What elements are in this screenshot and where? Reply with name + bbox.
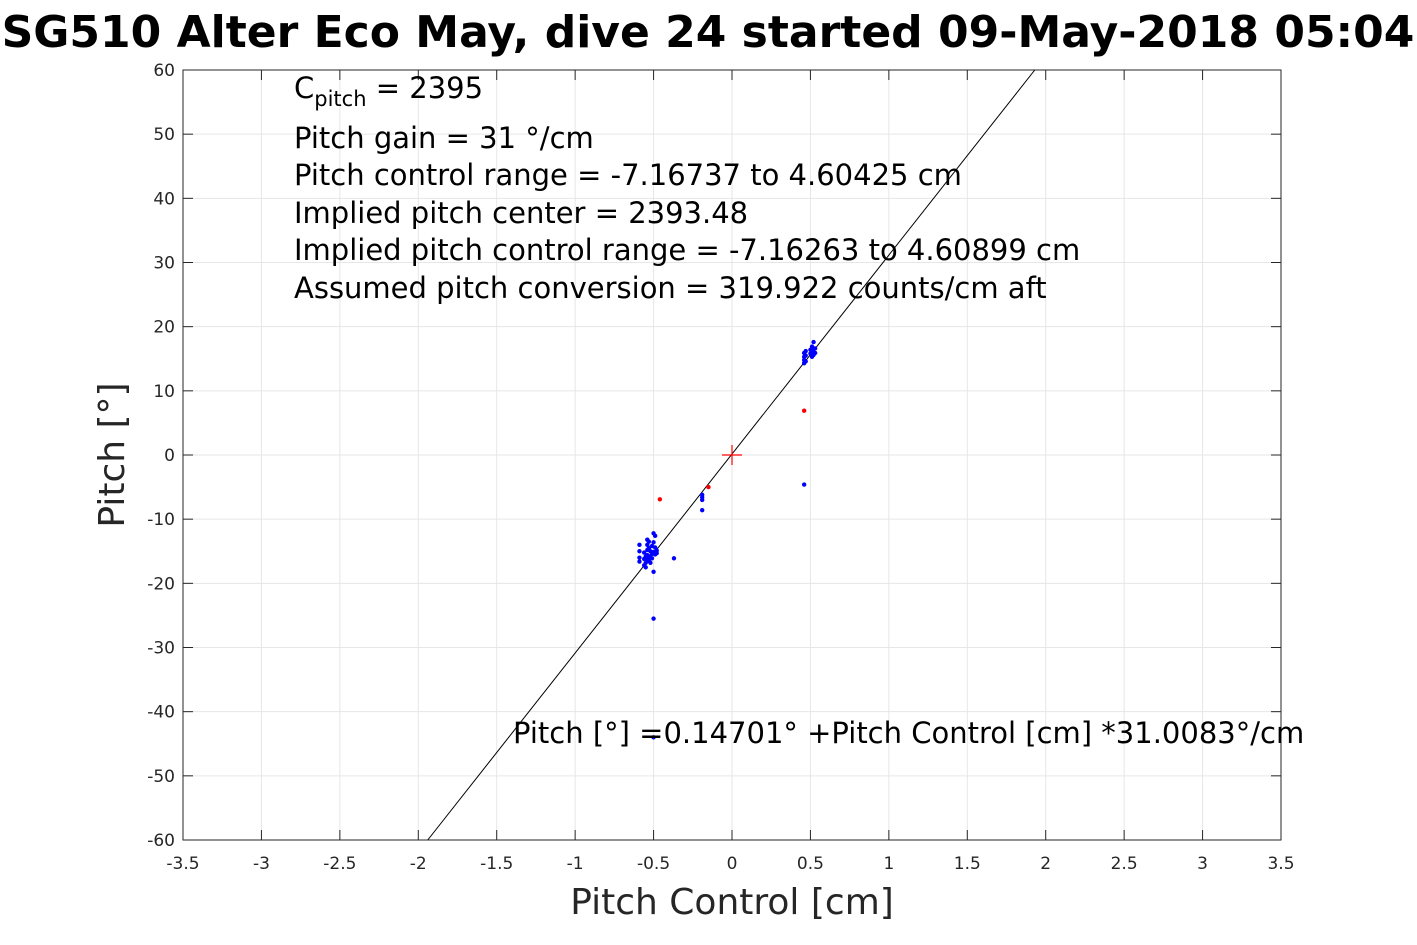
data-point xyxy=(648,560,653,565)
y-tick-label: -20 xyxy=(147,574,175,594)
annotation-cpitch-sub: pitch xyxy=(314,87,366,111)
x-tick-label: -1.5 xyxy=(480,854,513,874)
y-axis: -60 -50 -40 -30 -20 -10 0 10 20 30 40 50 60 xyxy=(147,61,1281,851)
fit-equation-label: Pitch [°] =0.14701° +Pitch Control [cm] … xyxy=(513,716,1304,750)
data-point xyxy=(637,559,642,564)
y-tick-label: -40 xyxy=(147,703,175,723)
x-tick-label: -0.5 xyxy=(637,854,670,874)
data-point xyxy=(637,555,642,560)
annotation-cpitch-value: = 2395 xyxy=(367,71,484,105)
annotation-line: Pitch control range = -7.16737 to 4.6042… xyxy=(294,158,962,192)
x-tick-label: -2 xyxy=(410,854,427,874)
y-tick-label: -10 xyxy=(147,510,175,530)
data-point xyxy=(699,507,705,513)
y-axis-label: Pitch [°] xyxy=(92,382,133,527)
data-point xyxy=(654,550,659,556)
data-point xyxy=(651,569,656,574)
data-point xyxy=(651,616,656,621)
y-tick-label: -50 xyxy=(147,767,175,787)
annotation-line: Implied pitch control range = -7.16263 t… xyxy=(294,233,1080,267)
annotation-cpitch: Cpitch = 2395 xyxy=(294,71,483,111)
data-point xyxy=(657,497,663,502)
x-tick-label: 0 xyxy=(727,854,738,874)
data-point xyxy=(803,348,808,354)
x-tick-label: -3 xyxy=(253,854,270,874)
grid xyxy=(182,69,1282,841)
x-tick-label: 2.5 xyxy=(1111,854,1138,874)
data-point xyxy=(641,550,647,555)
data-point xyxy=(643,565,648,570)
y-tick-label: 20 xyxy=(153,318,175,338)
data-point xyxy=(801,408,807,413)
y-tick-label: 10 xyxy=(153,382,175,402)
chart-title: SG510 Alter Eco May, dive 24 started 09-… xyxy=(2,7,1415,58)
x-tick-label: -2.5 xyxy=(323,854,356,874)
data-point xyxy=(646,539,652,544)
data-point xyxy=(651,540,656,545)
data-point xyxy=(803,353,808,358)
data-point xyxy=(649,556,655,561)
y-tick-label: 40 xyxy=(153,189,175,209)
data-point xyxy=(652,533,658,539)
annotation-line: Implied pitch center = 2393.48 xyxy=(294,196,748,230)
data-point xyxy=(699,497,705,503)
y-tick-label: 0 xyxy=(164,446,175,466)
x-tick-label: 3 xyxy=(1197,854,1208,874)
annotation-block: Cpitch = 2395 Pitch gain = 31 °/cm Pitch… xyxy=(294,71,1304,750)
annotation-cpitch-base: C xyxy=(294,71,314,105)
data-point xyxy=(812,346,818,351)
y-tick-label: -30 xyxy=(147,639,175,659)
y-tick-label: 50 xyxy=(153,125,175,145)
x-tick-label: 0.5 xyxy=(797,854,824,874)
data-point xyxy=(812,350,818,356)
data-point xyxy=(671,556,677,561)
y-tick-label: 30 xyxy=(153,254,175,274)
data-point xyxy=(811,339,816,345)
x-tick-label: 3.5 xyxy=(1267,854,1294,874)
x-tick-label: 1.5 xyxy=(954,854,981,874)
data-point xyxy=(651,735,656,740)
y-tick-label: 60 xyxy=(153,61,175,81)
x-tick-label: -1 xyxy=(567,854,584,874)
annotation-line: Pitch gain = 31 °/cm xyxy=(294,121,594,155)
x-tick-label: 1 xyxy=(883,854,894,874)
x-tick-label: 2 xyxy=(1040,854,1051,874)
x-axis: -3.5 -3 -2.5 -2 -1.5 -1 -0.5 0 0.5 1 1.5 2 2.5 3 3.5 xyxy=(166,70,1295,874)
data-point xyxy=(706,484,711,490)
data-point xyxy=(801,482,807,487)
annotation-line: Assumed pitch conversion = 319.922 count… xyxy=(294,271,1047,305)
x-axis-label: Pitch Control [cm] xyxy=(570,882,894,923)
center-marker xyxy=(722,445,742,465)
data-point xyxy=(803,359,808,364)
data-point xyxy=(637,542,642,548)
data-point xyxy=(637,549,642,554)
y-tick-label: -60 xyxy=(147,831,175,851)
x-tick-label: -3.5 xyxy=(166,854,199,874)
